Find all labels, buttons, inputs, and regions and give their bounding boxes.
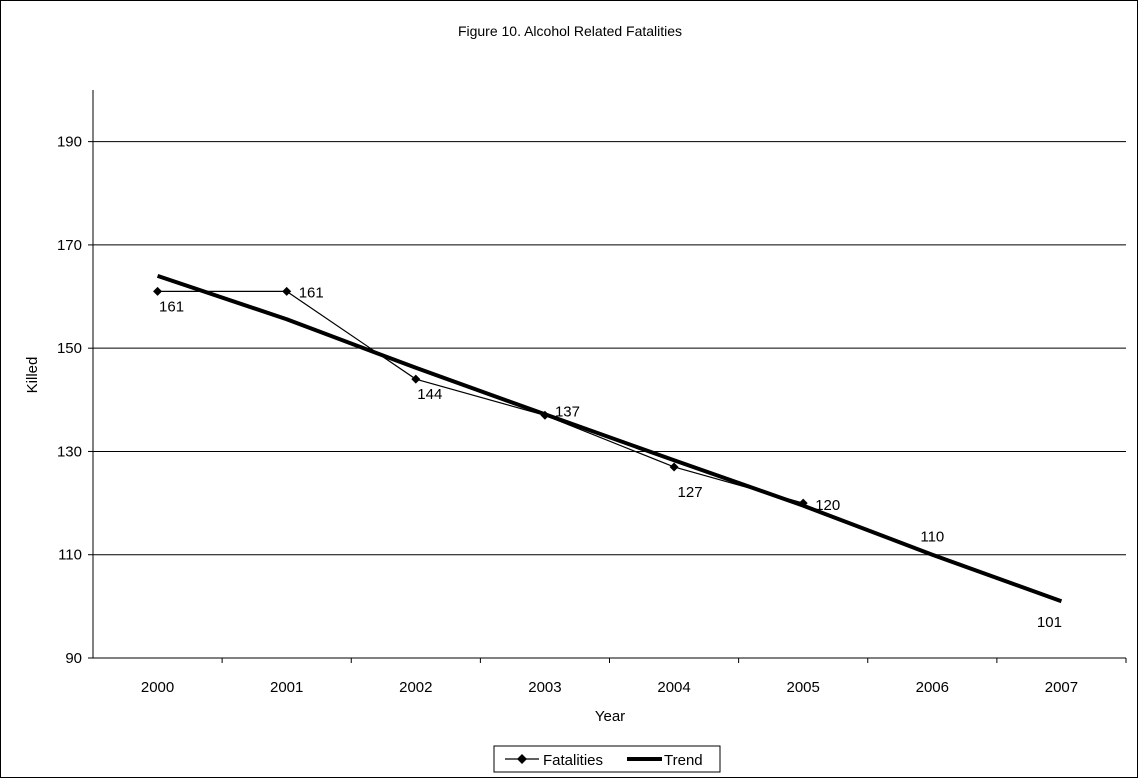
- y-tick-label: 130: [57, 443, 82, 460]
- y-axis-title: Killed: [24, 357, 41, 394]
- y-tick-label: 170: [57, 237, 82, 254]
- y-tick-label: 150: [57, 340, 82, 357]
- fatalities-point: [282, 286, 292, 296]
- fatalities-point: [411, 374, 421, 384]
- legend: Fatalities Trend: [493, 745, 721, 773]
- data-label: 120: [815, 497, 840, 514]
- x-tick-labels: 2000 2001 2002 2003 2004 2005 2006 2007: [141, 679, 1078, 696]
- chart-title: Figure 10. Alcohol Related Fatalities: [458, 23, 682, 39]
- fatalities-point: [669, 462, 679, 472]
- fatalities-line: [157, 290, 804, 504]
- legend-fatalities-marker: [517, 754, 527, 764]
- axes: [88, 90, 1127, 663]
- legend-trend-label: Trend: [664, 752, 703, 769]
- data-label: 161: [299, 284, 324, 301]
- x-tick-label: 2006: [916, 679, 949, 696]
- series-lines: [153, 273, 1063, 604]
- data-label: 110: [920, 529, 944, 546]
- y-tick-label: 190: [57, 134, 82, 151]
- x-tick-label: 2001: [270, 679, 303, 696]
- data-label: 161: [159, 298, 184, 315]
- data-label: 144: [417, 386, 442, 403]
- legend-fatalities-label: Fatalities: [543, 752, 603, 769]
- fatalities-point: [153, 286, 163, 296]
- data-label: 137: [555, 403, 580, 420]
- x-axis-title: Year: [595, 708, 625, 725]
- data-label: 127: [678, 484, 703, 501]
- x-tick-label: 2002: [399, 679, 432, 696]
- x-tick-label: 2004: [657, 679, 690, 696]
- y-tick-label: 90: [65, 650, 82, 667]
- data-labels: 161 161 144 137 127 120 110 101: [159, 284, 1062, 631]
- fatalities-point: [540, 410, 550, 420]
- x-tick-label: 2005: [787, 679, 820, 696]
- x-tick-label: 2000: [141, 679, 174, 696]
- y-tick-label: 110: [58, 547, 82, 564]
- fatalities-point: [798, 498, 808, 508]
- gridlines: [93, 141, 1126, 556]
- data-label: 101: [1037, 614, 1062, 631]
- x-tick-label: 2003: [528, 679, 561, 696]
- x-tick-label: 2007: [1045, 679, 1078, 696]
- y-tick-labels: 90 110 130 150 170 190: [57, 134, 82, 667]
- trend-line: [156, 273, 1063, 604]
